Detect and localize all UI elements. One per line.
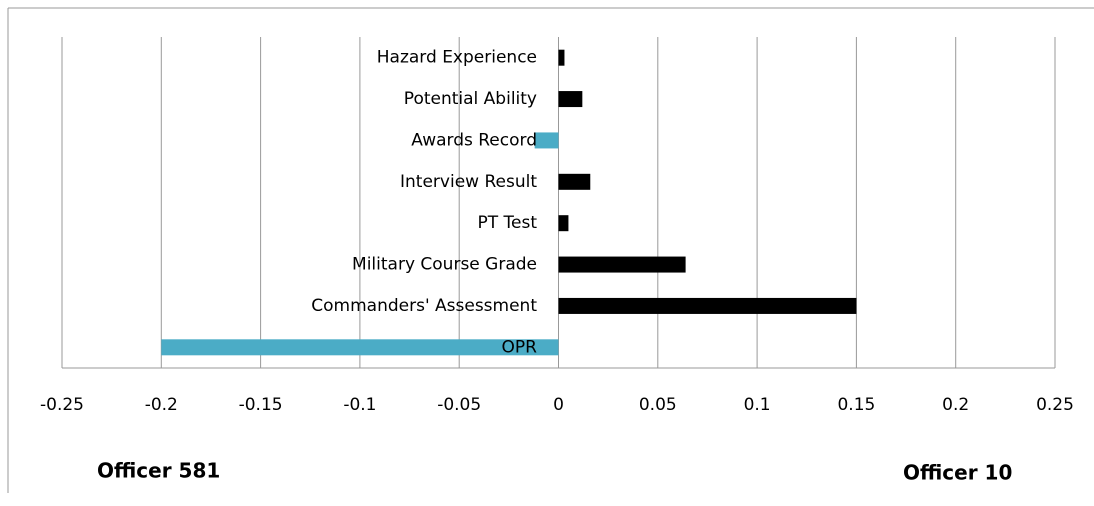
bar — [534, 132, 559, 149]
bar — [558, 49, 565, 66]
x-tick-label: 0.05 — [639, 395, 677, 415]
bar — [558, 173, 591, 190]
bar — [558, 297, 857, 314]
x-tick-label: 0 — [553, 395, 564, 415]
y-tick-label: Commanders' Assessment — [311, 296, 537, 316]
bar — [161, 339, 559, 356]
bar — [558, 215, 569, 232]
x-tick-label: -0.2 — [145, 395, 178, 415]
bar — [558, 91, 583, 108]
x-tick-label: 0.1 — [744, 395, 771, 415]
x-tick-label: 0.15 — [837, 395, 875, 415]
x-tick-label: 0.25 — [1036, 395, 1074, 415]
x-tick-label: -0.15 — [239, 395, 283, 415]
x-tick-label: -0.25 — [40, 395, 84, 415]
y-tick-label: Potential Ability — [404, 89, 537, 109]
x-tick-label: -0.05 — [437, 395, 481, 415]
x-tick-label: -0.1 — [343, 395, 376, 415]
y-tick-label: Hazard Experience — [377, 48, 537, 68]
annotation: Officer 581 — [97, 459, 220, 483]
bar — [558, 256, 686, 273]
y-tick-label: OPR — [502, 337, 538, 357]
y-tick-label: Military Course Grade — [352, 255, 537, 275]
y-tick-label: Awards Record — [411, 130, 537, 150]
y-tick-label: PT Test — [477, 213, 537, 233]
y-tick-label: Interview Result — [400, 172, 537, 192]
annotation: Officer 10 — [903, 461, 1012, 485]
x-tick-label: 0.2 — [942, 395, 969, 415]
